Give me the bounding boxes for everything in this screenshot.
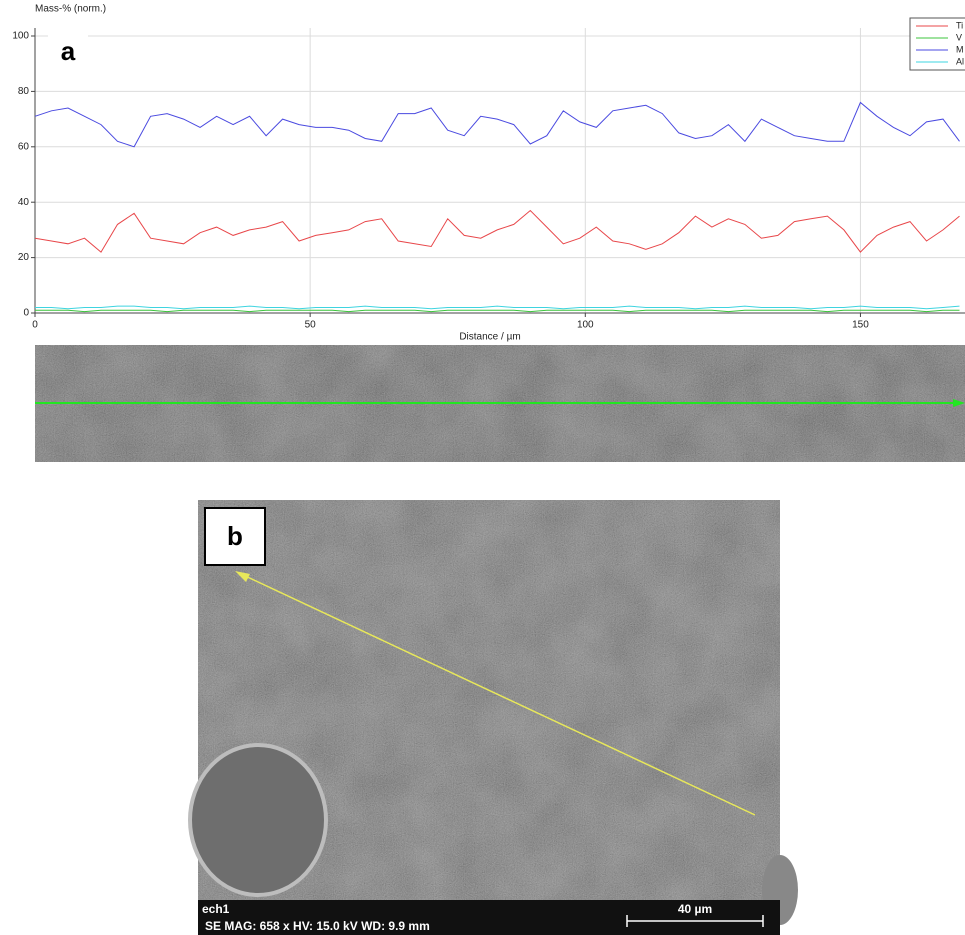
legend-label: Al	[956, 56, 964, 66]
x-tick-label: 150	[852, 320, 869, 331]
x-tick-label: 0	[32, 320, 38, 331]
y-tick-label: 100	[12, 31, 29, 42]
data-line	[34, 101, 960, 148]
panel-label: a	[61, 36, 76, 66]
panel-label: b	[227, 521, 243, 551]
sem-info: SE MAG: 658 x HV: 15.0 kV WD: 9.9 mm	[205, 919, 430, 933]
legend-label: M	[956, 44, 964, 54]
data-line	[35, 305, 960, 310]
x-axis-label: Distance / µm	[459, 332, 520, 343]
sem-name: ech1	[202, 902, 230, 916]
plot-area	[35, 28, 965, 313]
y-tick-label: 20	[18, 252, 30, 263]
legend-label: Ti	[956, 20, 963, 30]
legend-label: V	[956, 32, 962, 42]
y-tick-label: 40	[18, 197, 30, 208]
y-tick-label: 80	[18, 86, 30, 97]
x-tick-label: 100	[577, 320, 594, 331]
sem-strip	[35, 345, 965, 462]
legend-box	[909, 17, 965, 71]
y-axis-label: Mass-% (norm.)	[35, 4, 106, 15]
sem-scale: 40 µm	[678, 902, 712, 916]
data-line	[35, 309, 960, 313]
x-tick-label: 50	[305, 320, 317, 331]
y-tick-label: 60	[18, 141, 30, 152]
y-tick-label: 0	[23, 308, 29, 319]
sem-image: ech1 SE MAG: 658 x HV: 15.0 kV WD: 9.9 m…	[188, 500, 798, 935]
data-line	[34, 209, 960, 253]
panel-label-box	[204, 507, 266, 566]
panel-label-box	[48, 30, 88, 72]
